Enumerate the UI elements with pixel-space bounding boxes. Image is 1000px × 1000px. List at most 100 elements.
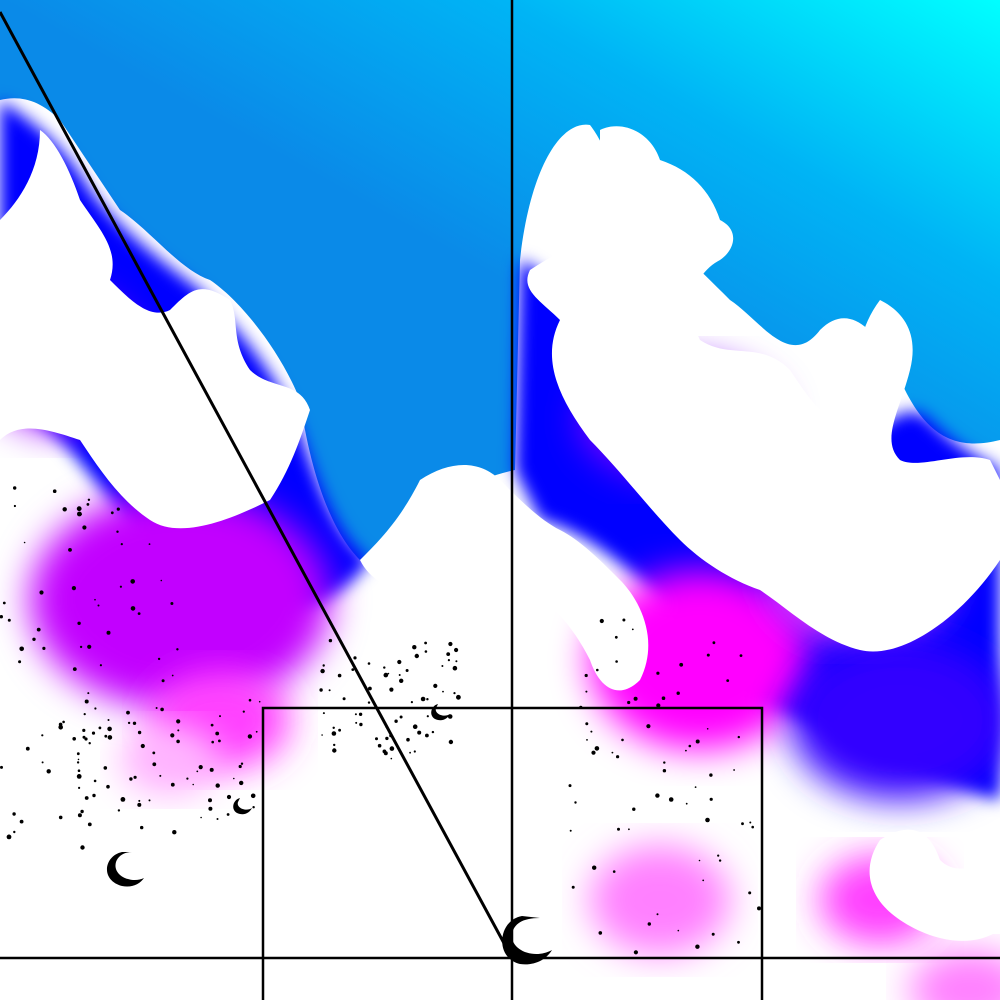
fractal-speck — [342, 697, 346, 701]
fractal-speck — [36, 627, 41, 632]
fractal-speck — [375, 737, 378, 741]
fractal-speck — [82, 525, 87, 530]
fractal-tendril — [527, 126, 1000, 652]
fractal-speck — [367, 662, 371, 665]
fractal-speck — [627, 700, 631, 705]
fractal-speck — [137, 612, 141, 615]
fractal-speck — [590, 730, 593, 733]
fractal-speck — [592, 865, 597, 870]
fractal-speck — [661, 696, 666, 700]
fractal-speck — [209, 767, 214, 772]
fractal-speck — [741, 822, 744, 826]
fractal-speck — [698, 859, 701, 862]
fractal-speck — [72, 737, 76, 741]
pink-glow — [120, 725, 220, 795]
fractal-speck — [709, 773, 713, 777]
fractal-speck — [252, 806, 255, 809]
fractal-speck — [72, 667, 77, 671]
fractal-speck — [120, 543, 123, 546]
fractal-speck — [116, 530, 119, 533]
fractal-speck — [446, 652, 451, 656]
fractal-speck — [84, 737, 88, 741]
overlay-diagonal-line — [0, 11, 514, 959]
fractal-speck — [332, 726, 335, 729]
fractal-speck — [77, 769, 81, 772]
fractal-speck — [86, 503, 90, 506]
fractal-speck — [18, 660, 22, 664]
fractal-speck — [19, 646, 25, 652]
fractal-speck — [215, 783, 220, 788]
fractal-speck — [387, 672, 390, 675]
fractal-speck — [585, 690, 588, 693]
fractal-speck — [23, 541, 26, 544]
fractal-speck — [186, 777, 189, 780]
fractal-speck — [160, 579, 163, 582]
fractal-speck — [159, 774, 162, 777]
fractal-speck — [176, 739, 180, 744]
fractal-speck — [433, 683, 438, 689]
fractal-speck — [130, 606, 136, 611]
fractal-speck — [103, 766, 108, 770]
fractal-speck — [126, 710, 130, 715]
fractal-speck — [594, 746, 600, 751]
fractal-speck — [12, 812, 16, 816]
fractal-speck — [399, 678, 404, 683]
fractal-speck — [80, 845, 85, 850]
fractal-tendril — [0, 130, 310, 529]
fractal-speck — [410, 701, 413, 704]
fractal-speck — [161, 679, 165, 683]
fractal-speck — [92, 793, 96, 798]
fractal-speck — [80, 809, 84, 814]
zoom-box — [261, 706, 764, 1000]
fractal-speck — [390, 757, 393, 760]
fractal-speck — [77, 758, 80, 761]
violet-glow — [790, 640, 1000, 800]
fractal-speck — [328, 638, 333, 643]
fractal-speck — [52, 489, 57, 494]
fractal-speck — [240, 762, 244, 765]
fractal-speck — [414, 653, 419, 659]
fractal-speck — [448, 739, 454, 745]
fractal-speck — [76, 774, 82, 779]
fractal-speck — [99, 664, 102, 667]
fractal-speck — [322, 712, 325, 715]
fractal-speck — [426, 698, 429, 701]
fractal-speck — [367, 701, 371, 704]
fractal-speck — [656, 703, 661, 708]
fractal-speck — [77, 813, 82, 818]
fractal-speck — [332, 748, 337, 753]
fractal-speck — [140, 825, 144, 830]
fractal-speck — [354, 713, 357, 716]
fractal-speck — [82, 728, 86, 733]
fractal-speck — [226, 813, 230, 816]
fractal-speck-group — [0, 486, 761, 955]
fractal-speck — [62, 507, 67, 512]
fractal-speck — [328, 689, 331, 692]
fractal-speck — [412, 724, 418, 729]
fractal-speck — [238, 764, 242, 769]
fractal-speck — [133, 775, 137, 779]
fractal-speck — [157, 657, 161, 661]
fractal-speck — [42, 646, 46, 651]
fractal-speck — [748, 891, 752, 895]
fractal-speck — [656, 913, 659, 916]
fractal-speck — [611, 751, 614, 754]
fractal-speck — [137, 730, 142, 735]
fractal-speck — [62, 720, 65, 724]
fractal-speck — [688, 744, 692, 748]
fractal-speck — [598, 931, 603, 935]
magenta-glow — [30, 490, 330, 710]
fractal-speck — [596, 668, 599, 672]
fractal-speck — [88, 742, 91, 745]
fractal-speck — [258, 700, 261, 703]
fractal-speck — [631, 628, 634, 631]
fractal-speck — [355, 721, 358, 724]
fractal-speck — [586, 739, 588, 741]
fractal-speck — [663, 761, 666, 764]
fractal-speck — [84, 699, 89, 704]
fractal-speck — [733, 769, 735, 771]
fractal-speck — [91, 731, 96, 735]
fractal-speck — [248, 698, 252, 702]
fractal-speck — [219, 715, 221, 718]
fractal-speck — [676, 691, 680, 695]
